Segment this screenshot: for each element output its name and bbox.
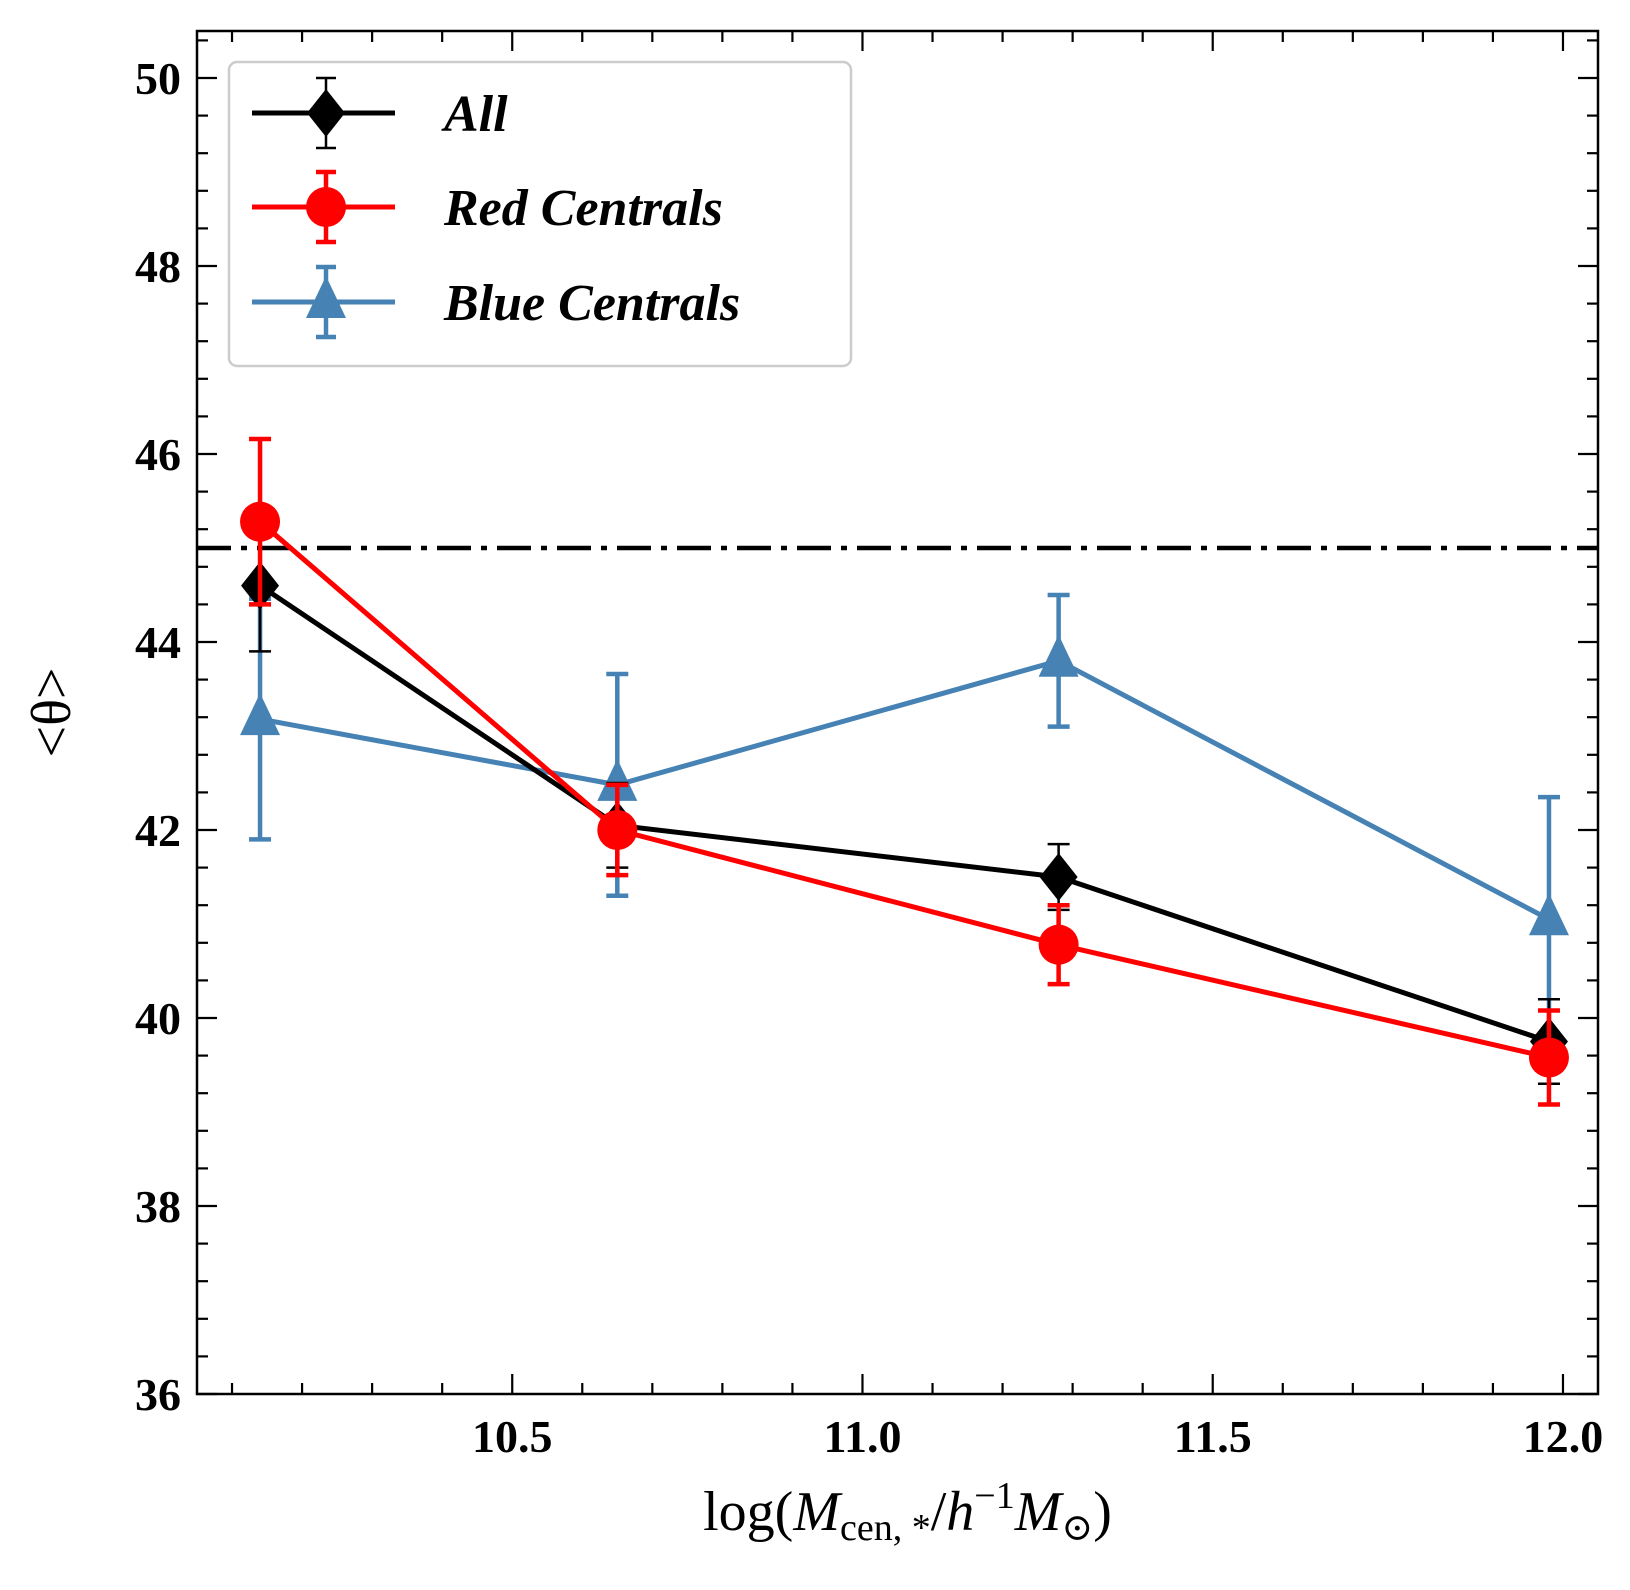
- legend-marker: [307, 89, 345, 137]
- y-tick-label: 42: [135, 805, 181, 856]
- legend-item-blue-centrals: Blue Centrals: [252, 264, 740, 340]
- y-tick-label: 50: [135, 53, 181, 104]
- legend-item-all: All: [252, 76, 508, 150]
- series-line: [258, 583, 1550, 1044]
- y-tick-label: 40: [135, 993, 181, 1044]
- legend: All Red Centrals Blue Centrals: [227, 60, 853, 368]
- data-point: [240, 501, 281, 542]
- y-tick-label: 44: [135, 617, 181, 668]
- data-point: [240, 693, 281, 736]
- data-point: [597, 810, 638, 850]
- series-red-centrals: [240, 436, 1569, 1107]
- legend-item-red-centrals: Red Centrals: [252, 169, 723, 245]
- plot-frame: [195, 29, 1600, 1396]
- x-tick-label: 12.0: [1523, 1411, 1604, 1462]
- series-layer: [240, 436, 1569, 1107]
- x-tick-label: 11.5: [1174, 1411, 1252, 1462]
- x-tick-label: 11.0: [823, 1411, 901, 1462]
- axis-ticks: 10.5 11.0 11.5 12.0 36 38 40 42 44 46 48 50: [135, 31, 1603, 1462]
- data-point: [1038, 924, 1079, 965]
- series-line: [258, 519, 1550, 1060]
- legend-marker: [306, 187, 346, 227]
- y-tick-label: 48: [135, 241, 181, 292]
- legend-marker: [306, 276, 346, 318]
- series-blue-centrals: [240, 592, 1569, 1044]
- data-point: [1528, 1037, 1569, 1078]
- data-point: [597, 758, 638, 801]
- y-tick-label: 38: [135, 1181, 181, 1232]
- y-axis-label: <θ>: [21, 668, 83, 758]
- y-tick-label: 46: [135, 429, 181, 480]
- legend-label: Red Centrals: [443, 180, 723, 237]
- x-axis-label: log(Mcen, */h−1M⊙): [703, 1475, 1112, 1549]
- data-point: [1039, 853, 1078, 901]
- legend-box: [227, 60, 853, 368]
- data-point: [1528, 893, 1569, 936]
- y-tick-label: 36: [135, 1369, 181, 1420]
- x-tick-label: 10.5: [472, 1411, 553, 1462]
- data-point: [1038, 634, 1079, 677]
- series-all: [241, 518, 1568, 1086]
- series-line: [259, 658, 1551, 922]
- legend-label: All: [441, 86, 508, 143]
- legend-label: Blue Centrals: [443, 275, 740, 332]
